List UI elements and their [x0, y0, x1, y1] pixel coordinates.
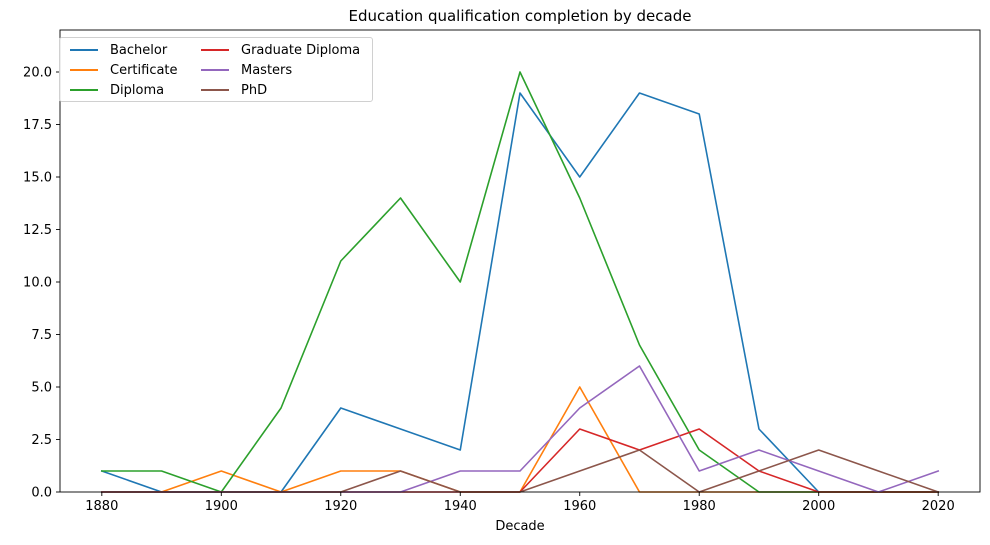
y-tick-label: 15.0 [23, 171, 52, 186]
x-tick-label: 1960 [563, 499, 596, 514]
legend-item-diploma: Diploma [70, 80, 164, 100]
legend: Bachelor Certificate Diploma Graduate Di… [59, 37, 373, 102]
legend-label: Diploma [110, 82, 165, 98]
legend-label: PhD [241, 82, 268, 98]
legend-item-bachelor: Bachelor [70, 40, 167, 60]
y-tick-label: 17.5 [23, 118, 52, 133]
x-tick-label: 2000 [802, 499, 835, 514]
legend-label: Masters [241, 62, 293, 78]
y-tick-label: 0.0 [31, 486, 52, 501]
legend-item-graduate-diploma: Graduate Diploma [201, 40, 360, 60]
chart-title: Education qualification completion by de… [348, 7, 692, 25]
legend-swatch-certificate [70, 69, 98, 71]
y-tick-label: 20.0 [23, 66, 52, 81]
legend-swatch-masters [201, 69, 229, 71]
legend-item-certificate: Certificate [70, 60, 178, 80]
legend-label: Graduate Diploma [241, 42, 361, 58]
legend-swatch-graduate-diploma [201, 49, 229, 51]
legend-label: Bachelor [110, 42, 168, 58]
x-axis-label: Decade [495, 519, 545, 534]
y-tick-label: 12.5 [23, 223, 52, 238]
x-tick-label: 1940 [444, 499, 477, 514]
legend-swatch-bachelor [70, 49, 98, 51]
x-tick-label: 2020 [922, 499, 955, 514]
series-line-certificate [101, 386, 939, 493]
y-tick-label: 10.0 [23, 276, 52, 291]
y-tick-label: 5.0 [31, 381, 52, 396]
legend-item-masters: Masters [201, 60, 292, 80]
series-line-diploma [101, 71, 939, 493]
axes-layer: 1880 1900 1920 1940 1960 1980 2000 2020 0.0 2.5 5.… [23, 29, 981, 514]
x-tick-label: 1880 [85, 499, 118, 514]
x-tick-label: 1920 [324, 499, 357, 514]
legend-swatch-phd [201, 89, 229, 91]
y-tick-label: 7.5 [31, 328, 52, 343]
series-line-bachelor [100, 92, 939, 493]
legend-swatch-diploma [70, 89, 98, 91]
legend-item-phd: PhD [201, 80, 267, 100]
series-layer [100, 71, 940, 494]
x-tick-label: 1900 [205, 499, 238, 514]
x-tick-label: 1980 [683, 499, 716, 514]
plot-frame [59, 29, 981, 493]
y-tick-label: 2.5 [31, 433, 52, 448]
legend-label: Certificate [110, 62, 178, 78]
